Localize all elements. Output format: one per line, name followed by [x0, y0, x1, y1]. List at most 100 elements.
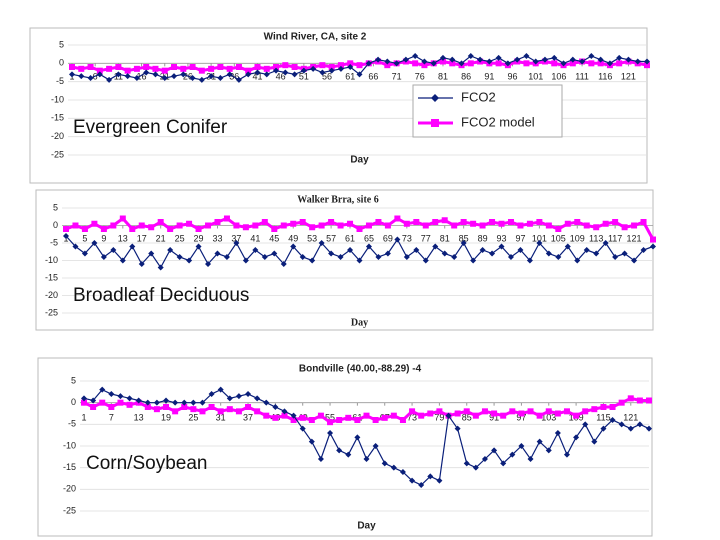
marker — [413, 219, 420, 225]
marker — [593, 250, 600, 257]
marker — [81, 250, 88, 257]
marker — [460, 219, 467, 225]
marker — [509, 408, 516, 415]
marker — [115, 71, 122, 78]
marker — [163, 397, 170, 404]
x-tick-label: 93 — [497, 233, 507, 243]
x-tick-label: 31 — [216, 412, 226, 422]
y-tick-label: 5 — [53, 202, 58, 212]
marker — [449, 60, 456, 67]
marker — [290, 220, 297, 227]
marker — [263, 71, 270, 78]
y-tick-label: -25 — [63, 505, 76, 515]
marker — [263, 65, 270, 72]
marker — [650, 236, 656, 243]
marker — [309, 224, 316, 231]
x-axis-label: Day — [357, 521, 376, 532]
marker — [602, 240, 609, 246]
marker — [217, 64, 224, 70]
marker — [489, 250, 496, 257]
marker — [308, 417, 315, 423]
marker — [356, 71, 363, 78]
marker — [273, 64, 280, 70]
x-tick-label: 57 — [326, 233, 336, 243]
marker — [436, 408, 443, 415]
marker — [180, 65, 187, 72]
marker — [363, 412, 370, 419]
x-tick-label: 45 — [269, 233, 279, 243]
marker — [439, 54, 446, 61]
legend-swatch — [431, 94, 439, 102]
marker — [477, 56, 484, 63]
marker — [460, 240, 467, 246]
marker — [167, 247, 174, 253]
y-tick-label: -20 — [51, 131, 64, 141]
x-tick-label: 41 — [250, 233, 260, 243]
marker — [449, 56, 456, 63]
marker — [536, 240, 543, 246]
marker — [327, 430, 334, 436]
marker — [441, 217, 448, 224]
marker — [328, 64, 335, 70]
marker — [363, 456, 370, 462]
marker — [563, 451, 570, 458]
marker — [336, 447, 343, 454]
marker — [555, 226, 562, 232]
marker — [208, 391, 215, 397]
marker — [347, 60, 354, 67]
marker — [504, 60, 511, 67]
marker — [205, 261, 212, 267]
marker — [317, 412, 324, 419]
marker — [153, 406, 160, 413]
x-tick-label: 117 — [608, 233, 622, 243]
x-tick-label: 105 — [551, 233, 566, 243]
marker — [280, 261, 287, 267]
marker — [409, 477, 416, 484]
marker — [106, 65, 113, 72]
marker — [569, 56, 576, 63]
marker — [486, 58, 493, 65]
marker — [545, 408, 552, 415]
marker — [491, 410, 498, 417]
x-tick-label: 115 — [596, 412, 610, 422]
marker — [569, 60, 576, 67]
marker — [148, 250, 155, 257]
marker — [96, 71, 103, 78]
annotation: Broadleaf Deciduous — [73, 285, 249, 306]
x-tick-label: 97 — [515, 233, 525, 243]
marker — [551, 60, 558, 67]
marker — [63, 226, 69, 232]
marker — [470, 257, 477, 264]
marker — [381, 414, 388, 421]
marker — [126, 401, 133, 408]
marker — [282, 69, 289, 76]
marker — [72, 243, 79, 250]
marker — [618, 399, 625, 406]
marker — [372, 443, 379, 449]
marker — [261, 219, 268, 225]
marker — [545, 222, 552, 229]
marker — [606, 60, 613, 67]
x-tick-label: 85 — [462, 412, 472, 422]
marker — [291, 71, 298, 78]
marker — [412, 53, 419, 59]
marker — [500, 460, 507, 467]
marker — [412, 60, 419, 67]
marker — [110, 222, 117, 229]
marker — [161, 67, 168, 74]
marker — [87, 75, 94, 81]
x-tick-label: 85 — [459, 233, 469, 243]
marker — [554, 430, 561, 436]
marker — [554, 410, 561, 417]
x-tick-label: 106 — [551, 71, 566, 81]
marker — [133, 75, 140, 81]
x-tick-label: 103 — [541, 412, 556, 422]
marker — [470, 220, 477, 227]
marker — [245, 404, 252, 410]
x-tick-label: 91 — [484, 71, 494, 81]
marker — [245, 71, 252, 78]
y-tick-label: -25 — [45, 307, 58, 317]
x-tick-label: 77 — [421, 233, 431, 243]
marker — [356, 257, 363, 264]
marker — [133, 65, 140, 72]
